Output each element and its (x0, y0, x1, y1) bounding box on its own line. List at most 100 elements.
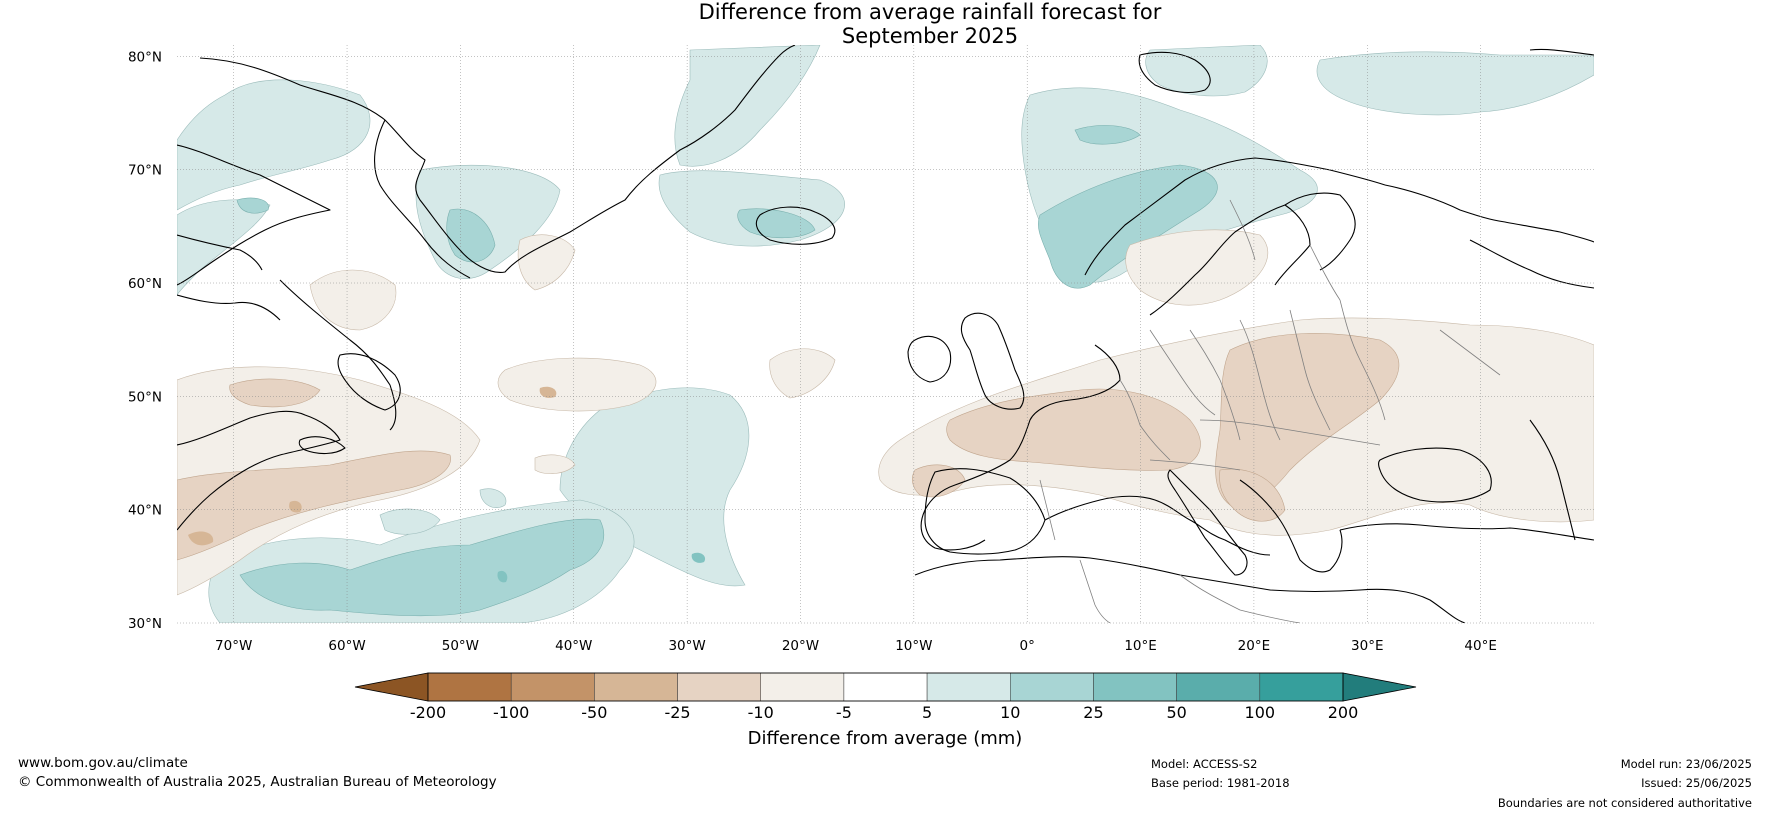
dry-core-nova-scotia (229, 378, 321, 408)
dry-region-azores (534, 454, 576, 474)
iceland-coast (755, 206, 836, 245)
title-line-2: September 2025 (841, 24, 1019, 48)
colorbar-tick-label: 200 (1328, 703, 1359, 722)
lon-tick-label: 40°W (555, 638, 592, 654)
nova-scotia (298, 436, 346, 455)
ireland-coast (907, 335, 952, 383)
country-borders (1039, 199, 1501, 623)
colorbar-outline (427, 672, 1344, 702)
svalbard-coast (1138, 51, 1211, 94)
colorbar-tick-label: 5 (922, 703, 932, 722)
great-britain-coast (960, 312, 1025, 410)
turkey-coast (1339, 523, 1594, 541)
wet-core-labrador (236, 197, 269, 214)
colorbar-tick-label: 25 (1083, 703, 1103, 722)
lon-tick-label: 0° (1020, 638, 1035, 654)
lat-tick-label: 70°N (128, 163, 162, 179)
colorbar-segment (926, 672, 1011, 702)
mediterranean-north (1044, 495, 1271, 556)
lon-tick-label: 60°W (328, 638, 365, 654)
coastlines (177, 45, 1594, 623)
colorbar-extend-high (1342, 672, 1417, 702)
lat-labels: 80°N 70°N 60°N 50°N 40°N 30°N (128, 49, 162, 632)
lat-tick-label: 60°N (128, 276, 162, 292)
norway-coast (1084, 157, 1386, 276)
north-america-east-coast (177, 410, 341, 531)
wet-region-mid-atlantic (559, 387, 750, 587)
lat-tick-label: 30°N (128, 616, 162, 632)
lat-tick-label: 80°N (128, 49, 162, 65)
novaya-zemlya (1529, 48, 1594, 56)
footer-model-run: Model run: 23/06/2025 (1620, 757, 1752, 771)
wet-core-south-atlantic (239, 518, 605, 617)
italy-coast (1167, 469, 1248, 576)
colorbar-tick-label: 10 (1000, 703, 1020, 722)
caspian-coast (1529, 419, 1576, 541)
dry-region-mid-1 (497, 357, 657, 412)
lon-tick-label: 10°W (895, 638, 932, 654)
wet-region-small-1 (379, 508, 441, 535)
colorbar-segment (427, 672, 512, 702)
newfoundland-coast (337, 353, 401, 411)
hudson-strait (177, 294, 281, 321)
lon-labels: 70°W 60°W 50°W 40°W 30°W 20°W 10°W 0° 10°E 20°E 30… (215, 638, 1497, 654)
sweden-baltic-coast (1149, 204, 1311, 316)
colorbar-segment (760, 672, 845, 702)
dry-core-iberia (911, 464, 966, 498)
dry-core-newfoundland (177, 450, 451, 561)
colorbar-tick-label: -200 (410, 703, 446, 722)
dry-spot-1 (188, 531, 214, 546)
lon-tick-label: 10°E (1124, 638, 1156, 654)
colorbar-segment (1176, 672, 1261, 702)
lon-tick-label: 30°W (668, 638, 705, 654)
wet-region-labrador (177, 199, 271, 296)
dry-core-balkans (1219, 468, 1286, 522)
colorbar-segment (843, 672, 928, 702)
balkans-greece-coast (1239, 479, 1343, 573)
colorbar-tick-label: -50 (581, 703, 607, 722)
dry-spot-3 (539, 386, 557, 398)
colorbar-segment (1093, 672, 1177, 702)
lat-tick-label: 40°N (128, 503, 162, 519)
lon-tick-label: 20°E (1238, 638, 1270, 654)
footer-base-period: Base period: 1981-2018 (1151, 776, 1290, 790)
lon-tick-label: 50°W (442, 638, 479, 654)
lon-tick-label: 30°E (1351, 638, 1383, 654)
baffin-coast (177, 144, 331, 286)
lon-tick-label: 70°W (215, 638, 252, 654)
iberia-coast (924, 468, 1046, 555)
wet-region-greenland-north (177, 79, 371, 211)
colorbar-extend-low (354, 672, 429, 702)
graticule (177, 45, 1594, 624)
wet-region-small-2 (479, 488, 507, 509)
title-line-1: Difference from average rainfall forecas… (698, 0, 1162, 24)
wet-core-norwegian (1074, 125, 1141, 145)
dry-spot-2 (289, 500, 302, 513)
footer-website[interactable]: www.bom.gov.au/climate (18, 755, 188, 771)
colorbar-label: Difference from average (mm) (747, 728, 1023, 749)
wet-core-norway (1038, 164, 1218, 289)
colorbar: -200 -100 -50 -25 -10 -5 5 10 25 50 100 200 (354, 672, 1417, 722)
kola-white-sea (1384, 184, 1594, 243)
lat-tick-label: 50°N (128, 389, 162, 405)
colorbar-segment (510, 672, 595, 702)
dry-region-south-greenland (517, 234, 576, 291)
greenland-coast (199, 45, 796, 273)
wet-spot-2 (691, 552, 706, 563)
dry-core-central-europe (1215, 333, 1400, 507)
wet-region-barents (1316, 51, 1594, 116)
europe-west-coast (920, 344, 1121, 551)
finland-coast (1284, 192, 1356, 271)
colorbar-tick-label: 50 (1166, 703, 1186, 722)
colorbar-tick-label: -25 (664, 703, 690, 722)
russia-arctic-coast (1469, 239, 1594, 289)
colorbar-segment (1010, 672, 1094, 702)
footer-copyright: © Commonwealth of Australia 2025, Austra… (18, 774, 497, 790)
lon-tick-label: 40°E (1464, 638, 1496, 654)
baffin-south (177, 234, 263, 271)
colorbar-tick-label: 100 (1245, 703, 1276, 722)
wet-spot-1 (497, 570, 508, 583)
footer-model: Model: ACCESS-S2 (1151, 757, 1258, 771)
colorbar-segment (1259, 672, 1344, 702)
